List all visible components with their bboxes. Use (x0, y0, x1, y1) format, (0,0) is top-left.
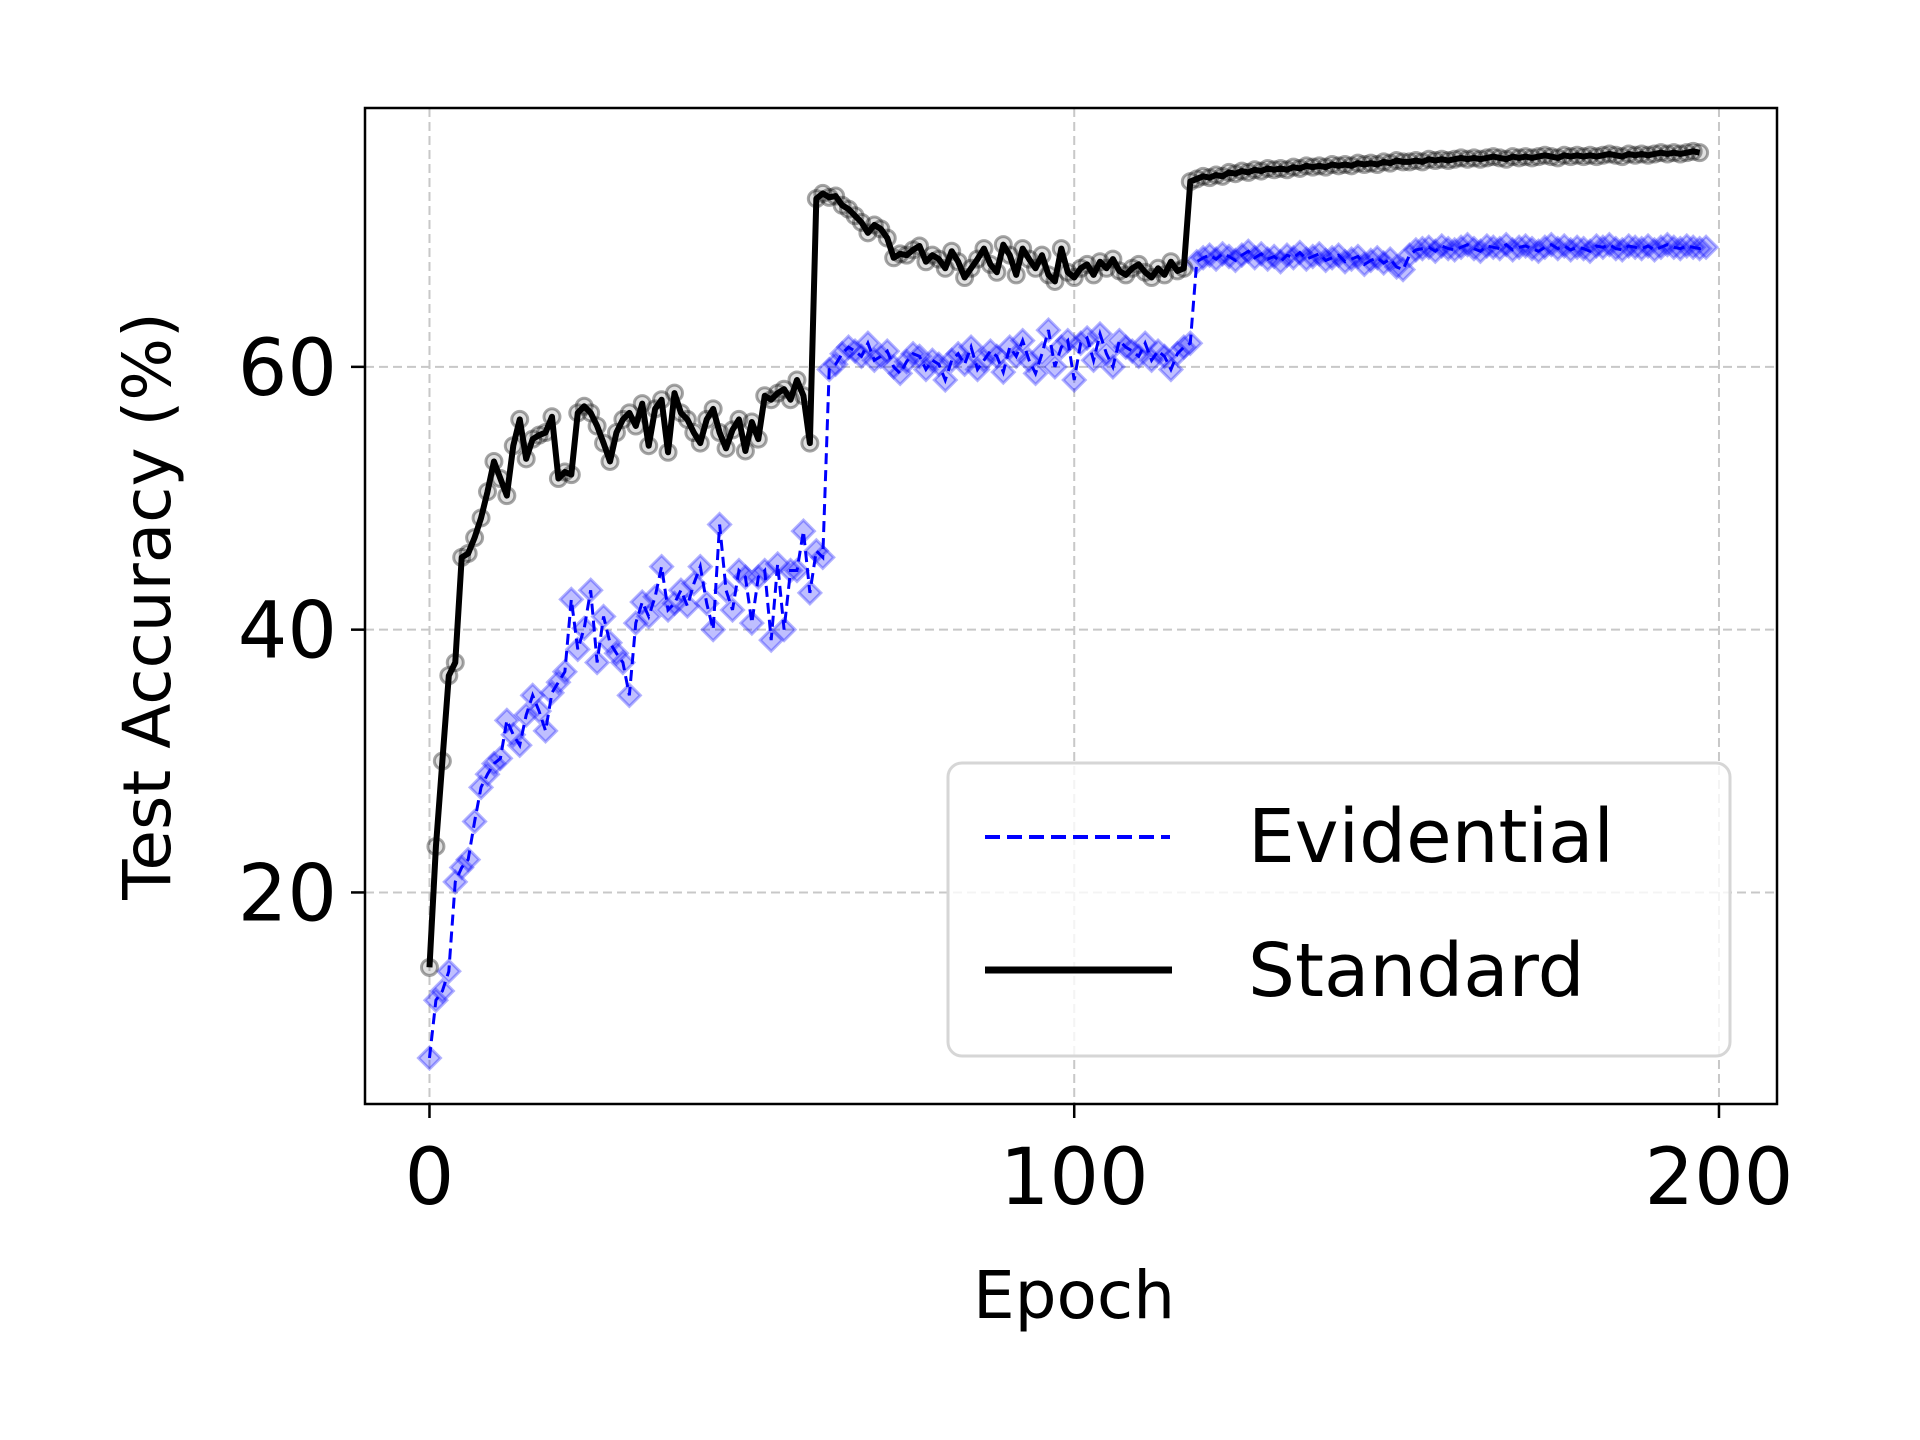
evidential-marker-diamond (571, 615, 598, 642)
x-tick-label: 100 (1000, 1133, 1149, 1223)
plot-area (416, 141, 1720, 1072)
standard-line (426, 148, 1701, 968)
evidential-line (427, 242, 1707, 1059)
series-standard (419, 141, 1710, 977)
evidential-marker-diamond (951, 351, 978, 378)
evidential-marker-diamond (1564, 234, 1591, 261)
evidential-marker-diamond (712, 577, 740, 604)
evidential-marker-diamond (648, 553, 675, 580)
evidential-marker-diamond (596, 629, 624, 656)
legend-standard-label: Standard (1248, 928, 1585, 1014)
evidential-marker-diamond (700, 616, 727, 643)
series-evidential (416, 231, 1720, 1072)
x-axis-ticks: 0 100 200 (405, 1104, 1794, 1223)
evidential-marker-diamond (545, 669, 572, 696)
axes-frame (363, 106, 1779, 1106)
evidential-marker-diamond (642, 583, 669, 610)
x-tick-label: 200 (1645, 1133, 1794, 1223)
evidential-marker-diamond (532, 717, 559, 744)
y-tick-label: 40 (238, 587, 337, 677)
evidential-marker-diamond (1196, 242, 1223, 269)
evidential-marker-diamond (538, 679, 566, 706)
evidential-marker-diamond (667, 577, 695, 604)
evidential-marker-diamond (1028, 340, 1056, 367)
evidential-marker-diamond (738, 609, 765, 637)
evidential-marker-diamond (1692, 234, 1720, 261)
y-tick-label: 20 (238, 849, 337, 939)
evidential-marker-diamond (1551, 232, 1578, 260)
y-axis-label: Test Accuracy (%) (109, 312, 186, 900)
y-axis-ticks: 20 40 60 (238, 324, 365, 939)
evidential-marker-diamond (1596, 231, 1623, 258)
y-tick-label: 60 (238, 324, 337, 414)
legend-evidential-label: Evidential (1248, 794, 1614, 880)
legend: Evidential Standard (946, 761, 1732, 1058)
evidential-marker-diamond (1673, 232, 1700, 260)
x-tick-label: 0 (405, 1133, 455, 1223)
evidential-marker-diamond (629, 588, 656, 616)
x-axis-label: Epoch (973, 1257, 1175, 1334)
evidential-marker-diamond (674, 592, 701, 620)
evidential-marker-diamond (493, 707, 520, 734)
